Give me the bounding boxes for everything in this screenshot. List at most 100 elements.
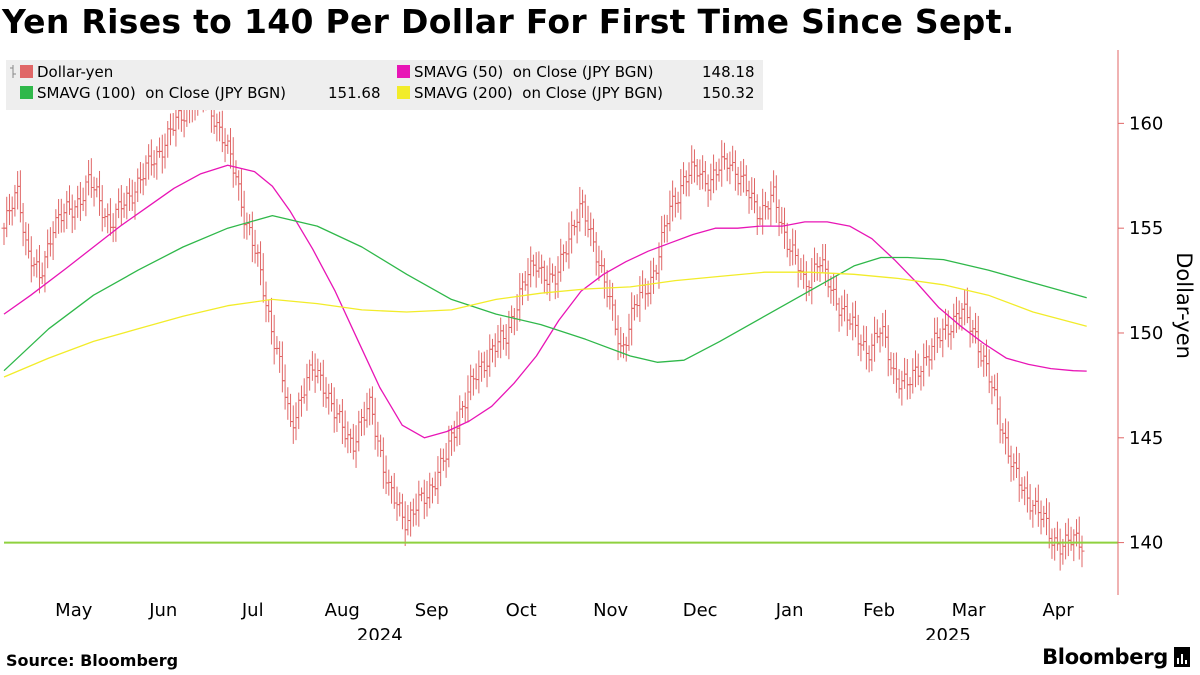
price-bar [241,190,247,239]
price-bar [1041,505,1047,528]
price-bar [577,186,583,232]
price-bar [612,299,618,336]
price-bar [233,160,239,186]
moving-average-layer [3,164,1087,439]
price-bar [866,345,872,373]
price-bar [413,493,419,526]
price-bar [255,244,261,267]
price-bar [560,244,566,272]
price-bar [702,161,708,192]
price-bar [929,338,935,370]
price-bar [219,110,225,153]
x-tick: Jan [775,600,804,621]
price-bar [566,222,572,269]
price-bar [47,227,53,257]
legend-label: SMAVG (100) on Close (JPY BGN) [37,84,286,102]
price-bar [1079,535,1085,568]
price-bar [137,162,143,194]
price-bar [948,324,954,350]
price-bar [424,481,430,517]
price-bar [989,375,995,405]
price-bar [320,359,326,407]
price-bar [260,253,266,303]
price-bar [214,113,220,142]
price-bar [1044,498,1050,536]
price-bar [484,349,490,388]
legend-swatch [20,65,33,78]
price-bar [263,281,269,323]
x-tick: Aug [325,600,360,621]
price-bar [432,471,438,496]
price-bar [558,238,564,282]
price-bar [637,276,643,322]
price-bar [782,207,788,249]
x-tick-label: Sep [415,600,449,621]
price-bar [858,334,864,362]
price-bar [893,352,899,393]
price-bar [279,341,285,393]
y-tick-label: 140 [1129,533,1163,554]
price-bar [339,399,345,445]
x-axis-ticks: May Jun Jul Aug Sep Oct Nov Dec Jan Feb Mar Apr 2024… [55,600,1074,640]
x-tick-label: Oct [506,600,537,621]
price-bar [997,396,1003,444]
price-bar [724,153,730,182]
price-bar [1013,446,1019,479]
price-bar [230,137,236,188]
price-bar [1063,522,1069,560]
price-bar [459,401,465,419]
price-bar [86,159,92,196]
price-bar [443,442,449,478]
price-bar [678,169,684,220]
price-bar [850,302,856,341]
price-bar [732,150,738,191]
price-bar [771,170,777,203]
price-bar [812,247,818,283]
x-tick: May [55,600,93,621]
x-tick: Dec [683,600,718,621]
price-bar [899,370,905,406]
legend-value: 151.68 [328,84,381,102]
price-bar [80,187,86,212]
y-tick: 155 [1118,218,1163,239]
smavg-50-line [3,164,1087,439]
price-bar [629,292,635,346]
price-bar [962,289,968,326]
price-bar [675,191,681,213]
price-bar [967,306,973,348]
y-tick: 160 [1118,113,1163,134]
legend-value: 150.32 [702,84,755,102]
price-bar [159,134,165,174]
price-bar [861,325,867,351]
legend-item-smavg-200: SMAVG (200) on Close (JPY BGN) 150.32 [397,84,755,102]
price-bar [882,309,888,348]
price-bar [1019,477,1025,499]
price-bar [574,208,580,244]
price-bar [656,242,662,289]
price-bar [173,107,179,147]
x-tick: Jul [241,600,264,621]
x-tick-label: May [55,600,93,621]
price-bar [593,232,599,276]
legend: Dollar-yen SMAVG (50) on Close (JPY BGN)… [6,60,763,110]
price-bar [350,423,356,460]
x-tick-label: Aug [325,600,360,621]
price-bar [345,421,351,454]
price-bar [803,261,809,302]
price-bar [378,434,384,458]
price-bar [1052,527,1058,561]
price-bar [435,456,441,504]
price-bar [1049,528,1055,559]
price-bar [331,387,337,433]
price-bar [383,455,389,495]
price-bar [738,161,744,196]
price-bar [470,368,476,396]
x-tick: Oct [506,600,537,621]
price-bar [15,171,21,210]
price-bar [896,369,902,399]
price-bar [440,448,446,471]
price-bar [992,374,998,397]
price-bar [1011,453,1017,481]
y-tick-label: 160 [1129,113,1163,134]
legend-item-smavg-50: SMAVG (50) on Close (JPY BGN) 148.18 [397,63,755,81]
